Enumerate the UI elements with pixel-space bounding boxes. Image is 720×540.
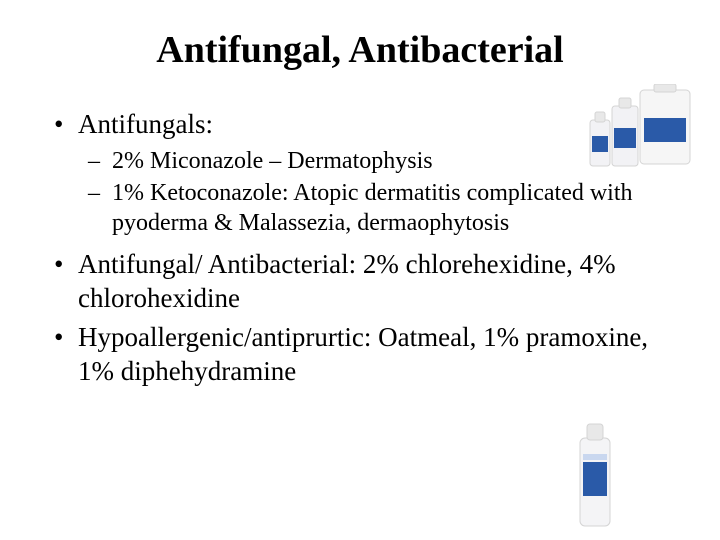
bullet-text: Antifungal/ Antibacterial: 2% chlorehexi… <box>78 249 616 313</box>
bullet-list: Antifungals: 2% Miconazole – Dermatophys… <box>50 108 670 389</box>
sub-bullet-text: 2% Miconazole – Dermatophysis <box>112 148 433 174</box>
bullet-item: Antifungal/ Antibacterial: 2% chlorehexi… <box>50 248 670 316</box>
bullet-item: Hypoallergenic/antiprurtic: Oatmeal, 1% … <box>50 321 670 389</box>
single-bottle-image <box>570 420 620 530</box>
product-group-image <box>584 84 694 172</box>
sub-bullet-item: 2% Miconazole – Dermatophysis <box>84 146 670 176</box>
sub-bullet-list: 2% Miconazole – Dermatophysis 1% Ketocon… <box>78 146 670 238</box>
slide-title: Antifungal, Antibacterial <box>50 28 670 72</box>
bullet-text: Hypoallergenic/antiprurtic: Oatmeal, 1% … <box>78 322 648 386</box>
sub-bullet-item: 1% Ketoconazole: Atopic dermatitis compl… <box>84 178 670 238</box>
bullet-text: Antifungals: <box>78 109 213 139</box>
sub-bullet-text: 1% Ketoconazole: Atopic dermatitis compl… <box>112 180 633 236</box>
bullet-item: Antifungals: 2% Miconazole – Dermatophys… <box>50 108 670 238</box>
slide: Antifungal, Antibacterial Antifungals: 2… <box>0 0 720 540</box>
